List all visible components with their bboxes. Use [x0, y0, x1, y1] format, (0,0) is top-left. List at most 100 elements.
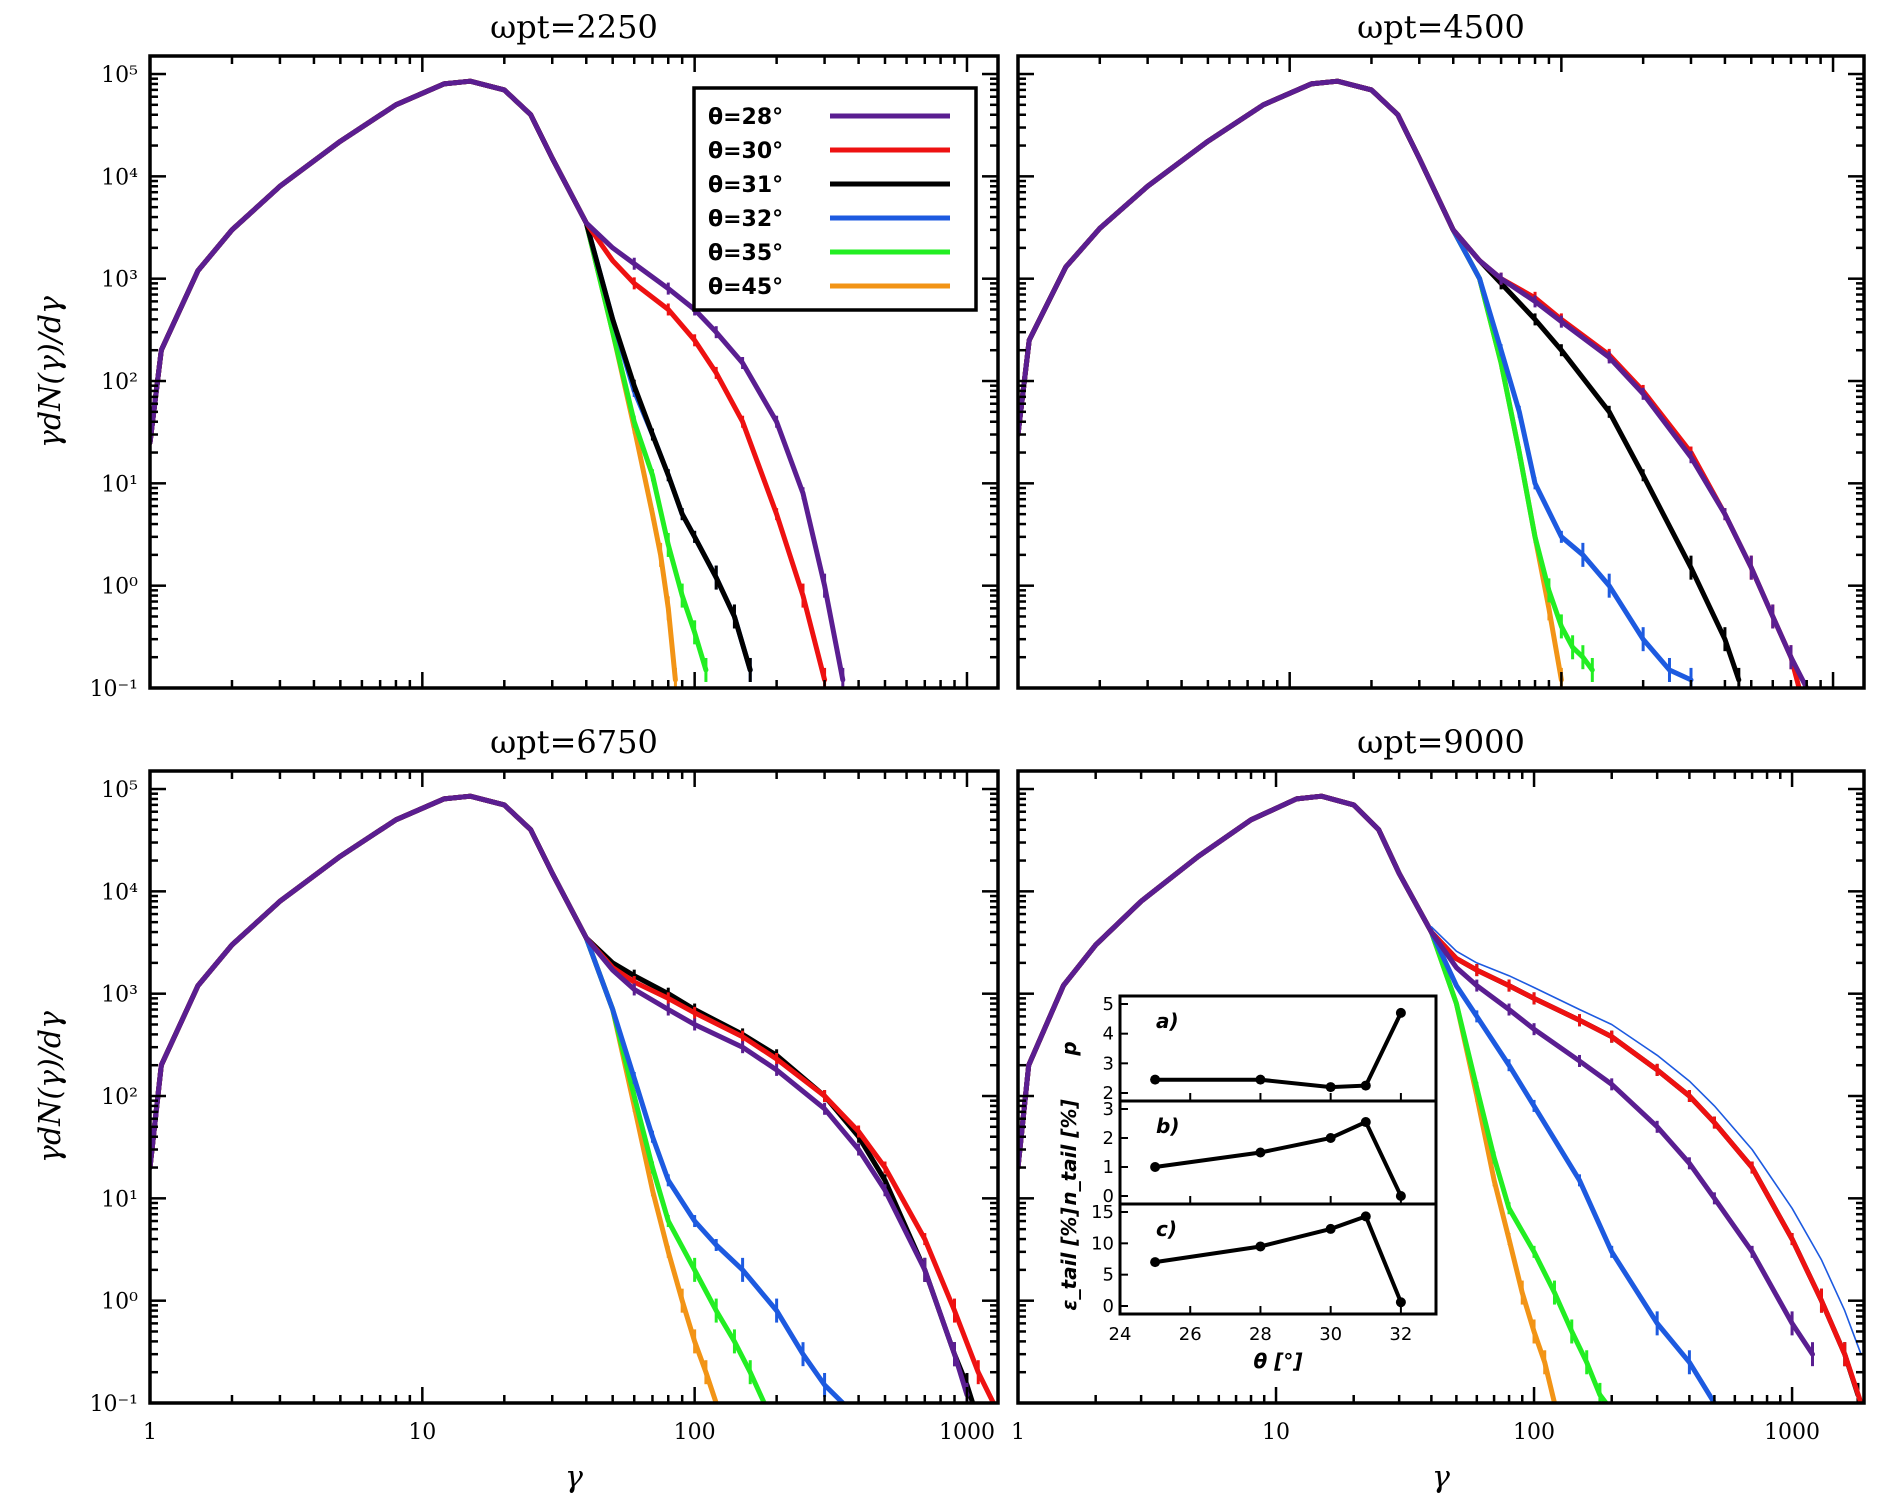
- series-group: [150, 793, 996, 1403]
- plot-frame: [1016, 769, 1866, 1405]
- inset-x-tick-label: 28: [1249, 1324, 1272, 1345]
- panel-title: ωpt=2250: [490, 8, 658, 46]
- legend-label: θ=35°: [708, 241, 783, 266]
- inset-point: [1395, 1191, 1406, 1201]
- y-tick-label: 10⁻¹: [90, 677, 138, 702]
- panel-3: ωpt=6750 10⁻¹ 10⁰ 10¹ 10² 10³ 10⁴ 10⁵ γdN(γ)/dγ 1…: [33, 723, 1000, 1495]
- inset-x-tick-label: 26: [1179, 1324, 1202, 1345]
- inset-point: [1395, 1297, 1406, 1308]
- legend-label: θ=28°: [708, 105, 783, 130]
- inset-point: [1395, 1007, 1406, 1018]
- legend-label: θ=30°: [708, 139, 783, 164]
- x-tick-label: 1: [143, 1420, 157, 1445]
- x-tick-label: 10: [408, 1420, 436, 1445]
- plot-frame: [1016, 54, 1866, 690]
- x-tick-label: 1: [1011, 1420, 1025, 1445]
- inset-point: [1325, 1133, 1336, 1143]
- plot-frame: [148, 769, 1000, 1405]
- panel-1: ωpt=2250 10⁻¹ 10⁰ 10¹ 10² 10³ 10⁴ 10⁵ γdN(γ)/dγ θ…: [33, 8, 1000, 702]
- x-axis-label: γ: [1432, 1460, 1450, 1495]
- inset-y-tick-label: 4: [1103, 1024, 1114, 1045]
- panel-title: ωpt=9000: [1357, 723, 1525, 761]
- inset-panel-label: c): [1156, 1217, 1177, 1241]
- y-tick-label: 10²: [101, 370, 138, 395]
- y-tick-label: 10³: [101, 268, 138, 293]
- series-line--45-: [150, 793, 719, 1403]
- panel-title: ωpt=4500: [1357, 8, 1525, 46]
- x-tick-label: 10: [1262, 1420, 1290, 1445]
- y-tick-label: 10⁵: [101, 778, 138, 803]
- panel-title: ωpt=6750: [490, 723, 658, 761]
- inset-point: [1150, 1162, 1161, 1172]
- inset-x-tick-label: 24: [1109, 1324, 1132, 1345]
- inset-point: [1255, 1241, 1266, 1252]
- series-line--35-: [150, 793, 767, 1403]
- panel-2: ωpt=4500: [1016, 8, 1866, 690]
- inset-x-tick-label: 30: [1319, 1324, 1342, 1345]
- series-line--31-: [150, 78, 753, 673]
- inset-y-tick-label: 10: [1091, 1233, 1114, 1254]
- series-line--30-: [150, 793, 996, 1403]
- inset-y-tick-label: 3: [1103, 1099, 1114, 1120]
- series-line--32-: [150, 793, 846, 1403]
- y-tick-label: 10⁻¹: [90, 1392, 138, 1417]
- inset-x-tick-label: 32: [1389, 1324, 1412, 1345]
- inset-y-tick-label: 1: [1103, 1157, 1114, 1178]
- series-line--45-: [150, 78, 678, 683]
- plot-frame: [148, 54, 1000, 690]
- y-tick-label: 10⁰: [101, 575, 138, 600]
- legend-box: [692, 86, 978, 312]
- series-line--28-: [1018, 78, 1810, 688]
- legend-label: θ=31°: [708, 173, 783, 198]
- series-group: [1018, 78, 1810, 688]
- legend-label: θ=45°: [708, 275, 783, 300]
- series-line--35-: [150, 78, 709, 673]
- inset-x-label: θ [°]: [1254, 1349, 1303, 1373]
- series-group: [1018, 793, 1864, 1403]
- x-tick-label: 100: [1513, 1420, 1555, 1445]
- inset-y-tick-label: 2: [1103, 1128, 1114, 1149]
- inset-y-label: n_tail [%]: [1057, 1099, 1081, 1205]
- y-axis-label: γdN(γ)/dγ: [33, 1011, 68, 1163]
- inset-panel-label: a): [1156, 1009, 1179, 1033]
- y-axis-label: γdN(γ)/dγ: [33, 296, 68, 448]
- inset-y-tick-label: 0: [1103, 1186, 1114, 1207]
- inset-panel-label: b): [1156, 1114, 1179, 1138]
- inset-point: [1255, 1147, 1266, 1158]
- y-tick-label: 10³: [101, 983, 138, 1008]
- y-tick-label: 10⁴: [101, 880, 138, 905]
- inset-point: [1150, 1074, 1161, 1085]
- inset-y-tick-label: 0: [1103, 1296, 1114, 1317]
- series-line--32-: [1018, 78, 1694, 683]
- series-line--28-: [150, 78, 846, 683]
- inset-point: [1325, 1082, 1336, 1093]
- inset-point: [1360, 1080, 1371, 1091]
- inset-point: [1325, 1223, 1336, 1234]
- x-tick-label: 1000: [1764, 1420, 1820, 1445]
- series-line--30-: [1018, 78, 1802, 688]
- y-tick-label: 10⁵: [101, 63, 138, 88]
- inset-point: [1150, 1257, 1161, 1268]
- y-tick-label: 10¹: [101, 472, 138, 497]
- y-tick-label: 10²: [101, 1085, 138, 1110]
- y-tick-label: 10⁴: [101, 165, 138, 190]
- inset-y-label: ε_tail [%]: [1057, 1207, 1081, 1310]
- inset-y-tick-label: 15: [1091, 1202, 1114, 1223]
- inset-y-tick-label: 2: [1103, 1083, 1114, 1104]
- legend-label: θ=32°: [708, 207, 783, 232]
- inset-y-tick-label: 5: [1103, 994, 1114, 1015]
- y-tick-label: 10⁰: [101, 1290, 138, 1315]
- x-tick-label: 100: [674, 1420, 716, 1445]
- legend: θ=28° θ=30° θ=31° θ=32° θ=35° θ=45°: [692, 86, 978, 312]
- series-line--45-: [1018, 78, 1564, 683]
- series-group: [150, 78, 846, 688]
- inset-y-tick-label: 5: [1103, 1265, 1114, 1286]
- series-line-thin-reference: [1430, 925, 1862, 1355]
- inset-background: [1120, 996, 1436, 1314]
- x-axis-label: γ: [565, 1460, 583, 1495]
- series-line--28-: [150, 793, 970, 1398]
- inset-point: [1360, 1211, 1371, 1222]
- inset-point: [1255, 1074, 1266, 1085]
